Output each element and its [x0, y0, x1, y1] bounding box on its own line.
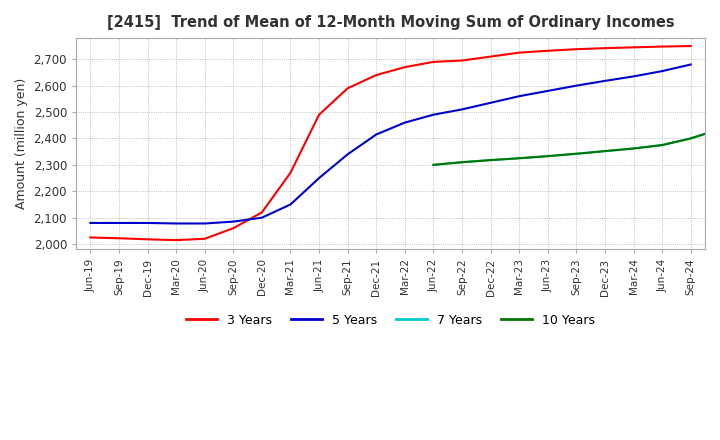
- 3 Years: [544, 48, 552, 53]
- 3 Years: [114, 236, 123, 241]
- 5 Years: [400, 120, 409, 125]
- 3 Years: [629, 45, 638, 50]
- 5 Years: [458, 107, 467, 112]
- 5 Years: [200, 221, 209, 226]
- 10 Years: [629, 146, 638, 151]
- 5 Years: [658, 69, 667, 74]
- Line: 5 Years: 5 Years: [91, 65, 690, 224]
- 3 Years: [600, 45, 609, 51]
- 5 Years: [172, 221, 181, 226]
- 10 Years: [686, 136, 695, 141]
- 10 Years: [572, 151, 580, 156]
- 10 Years: [515, 156, 523, 161]
- 10 Years: [429, 162, 438, 168]
- Line: 3 Years: 3 Years: [91, 46, 690, 240]
- 5 Years: [544, 88, 552, 94]
- 7 Years: [429, 162, 438, 168]
- 3 Years: [229, 226, 238, 231]
- 7 Years: [486, 158, 495, 163]
- 5 Years: [600, 78, 609, 84]
- 5 Years: [258, 215, 266, 220]
- 7 Years: [686, 136, 695, 141]
- 5 Years: [372, 132, 381, 137]
- 5 Years: [114, 220, 123, 226]
- Line: 10 Years: 10 Years: [433, 115, 720, 165]
- 7 Years: [515, 156, 523, 161]
- 7 Years: [544, 154, 552, 159]
- 7 Years: [600, 148, 609, 154]
- 5 Years: [286, 202, 294, 207]
- 5 Years: [572, 83, 580, 88]
- 3 Years: [515, 50, 523, 55]
- 5 Years: [429, 112, 438, 117]
- 10 Years: [458, 160, 467, 165]
- 5 Years: [343, 152, 352, 157]
- 3 Years: [400, 65, 409, 70]
- 5 Years: [515, 94, 523, 99]
- 3 Years: [572, 47, 580, 52]
- 5 Years: [229, 219, 238, 224]
- 5 Years: [486, 100, 495, 106]
- Legend: 3 Years, 5 Years, 7 Years, 10 Years: 3 Years, 5 Years, 7 Years, 10 Years: [181, 309, 600, 332]
- 10 Years: [600, 148, 609, 154]
- 3 Years: [258, 210, 266, 215]
- 5 Years: [143, 220, 152, 226]
- 5 Years: [629, 74, 638, 79]
- 3 Years: [458, 58, 467, 63]
- 3 Years: [658, 44, 667, 49]
- Y-axis label: Amount (million yen): Amount (million yen): [15, 78, 28, 209]
- 7 Years: [572, 151, 580, 156]
- 3 Years: [172, 238, 181, 243]
- 3 Years: [143, 237, 152, 242]
- 7 Years: [658, 143, 667, 148]
- 5 Years: [86, 220, 95, 226]
- 7 Years: [458, 160, 467, 165]
- 10 Years: [544, 154, 552, 159]
- 3 Years: [286, 170, 294, 176]
- 5 Years: [315, 176, 323, 181]
- 5 Years: [686, 62, 695, 67]
- 3 Years: [686, 44, 695, 49]
- 10 Years: [486, 158, 495, 163]
- 3 Years: [200, 236, 209, 242]
- 3 Years: [486, 54, 495, 59]
- 10 Years: [715, 127, 720, 132]
- 3 Years: [372, 73, 381, 78]
- Title: [2415]  Trend of Mean of 12-Month Moving Sum of Ordinary Incomes: [2415] Trend of Mean of 12-Month Moving …: [107, 15, 675, 30]
- 3 Years: [429, 59, 438, 65]
- Line: 7 Years: 7 Years: [433, 115, 720, 165]
- 10 Years: [658, 143, 667, 148]
- 3 Years: [86, 235, 95, 240]
- 7 Years: [715, 127, 720, 132]
- 3 Years: [315, 112, 323, 117]
- 7 Years: [629, 146, 638, 151]
- 3 Years: [343, 86, 352, 91]
